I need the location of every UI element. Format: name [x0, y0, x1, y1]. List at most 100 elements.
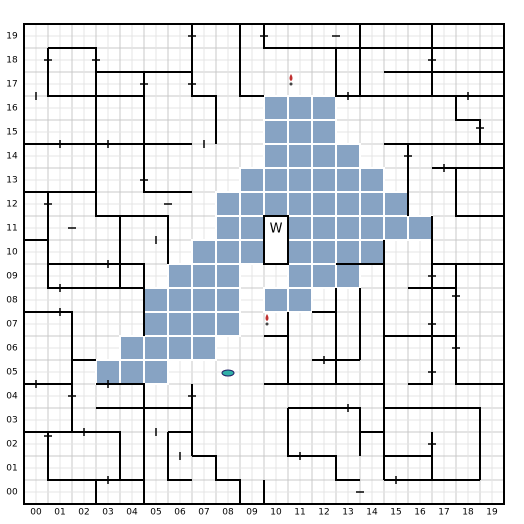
- explored-cell: [287, 287, 313, 313]
- y-label: 09: [6, 272, 18, 282]
- explored-cell: [191, 335, 217, 361]
- explored-cell: [263, 191, 289, 217]
- explored-cell: [119, 335, 145, 361]
- red-marker-base: [289, 82, 293, 86]
- explored-cell: [335, 239, 361, 265]
- doors: [35, 35, 484, 493]
- explored-cell: [407, 215, 433, 241]
- explored-cell: [335, 215, 361, 241]
- explored-cell: [335, 191, 361, 217]
- y-label: 01: [6, 464, 17, 474]
- y-label: 17: [6, 80, 17, 90]
- explored-cell: [359, 215, 385, 241]
- explored-cell: [383, 191, 409, 217]
- explored-cell: [359, 167, 385, 193]
- y-label: 02: [6, 440, 17, 450]
- explored-cell: [287, 167, 313, 193]
- explored-cell: [311, 95, 337, 121]
- x-label: 17: [438, 508, 449, 518]
- y-label: 18: [6, 56, 18, 66]
- x-label: 02: [78, 508, 89, 518]
- explored-cell: [311, 167, 337, 193]
- x-label: 00: [30, 508, 42, 518]
- explored-cell: [263, 143, 289, 169]
- y-label: 05: [6, 368, 17, 378]
- x-label: 15: [390, 508, 401, 518]
- y-label: 06: [6, 344, 18, 354]
- explored-cell: [311, 263, 337, 289]
- explored-cell: [287, 215, 313, 241]
- explored-cell: [167, 335, 193, 361]
- y-label: 11: [6, 224, 17, 234]
- x-label: 12: [318, 508, 329, 518]
- explored-cell: [143, 335, 169, 361]
- explored-cell: [359, 191, 385, 217]
- explored-cell: [239, 167, 265, 193]
- y-label: 10: [6, 248, 18, 258]
- explored-cell: [167, 263, 193, 289]
- explored-cell: [215, 263, 241, 289]
- explored-cell: [263, 287, 289, 313]
- explored-cell: [215, 239, 241, 265]
- y-label: 07: [6, 320, 17, 330]
- y-label: 19: [6, 32, 18, 42]
- y-label: 13: [6, 176, 17, 186]
- explored-cell: [311, 215, 337, 241]
- explored-cell: [287, 95, 313, 121]
- explored-cell: [215, 287, 241, 313]
- explored-cell: [143, 311, 169, 337]
- y-label: 12: [6, 200, 17, 210]
- explored-cell: [359, 239, 385, 265]
- explored-cell: [143, 359, 169, 385]
- red-marker: [265, 314, 269, 321]
- y-label: 08: [6, 296, 18, 306]
- x-label: 14: [366, 508, 378, 518]
- x-label: 07: [198, 508, 209, 518]
- explored-cell: [335, 143, 361, 169]
- unexplored-cell: [263, 215, 289, 265]
- x-label: 09: [246, 508, 258, 518]
- y-label: 00: [6, 488, 18, 498]
- explored-cell: [287, 143, 313, 169]
- x-label: 05: [150, 508, 161, 518]
- explored-cell: [263, 167, 289, 193]
- red-marker-base: [265, 322, 269, 326]
- explored-cell: [191, 239, 217, 265]
- explored-area: [95, 95, 433, 385]
- explored-cell: [335, 167, 361, 193]
- x-label: 16: [414, 508, 426, 518]
- explored-cell: [167, 311, 193, 337]
- x-label: 18: [462, 508, 474, 518]
- explored-cell: [287, 191, 313, 217]
- x-label: 19: [486, 508, 498, 518]
- explored-cell: [215, 215, 241, 241]
- explored-cell: [191, 287, 217, 313]
- explored-cell: [287, 239, 313, 265]
- map-marker-label: W: [270, 222, 283, 237]
- explored-cell: [335, 263, 361, 289]
- y-label: 15: [6, 128, 17, 138]
- x-label: 11: [294, 508, 305, 518]
- explored-cell: [191, 311, 217, 337]
- explored-cell: [263, 95, 289, 121]
- explored-cell: [263, 119, 289, 145]
- explored-cell: [311, 143, 337, 169]
- explored-cell: [311, 119, 337, 145]
- x-label: 13: [342, 508, 353, 518]
- y-label: 16: [6, 104, 18, 114]
- explored-cell: [287, 263, 313, 289]
- explored-cell: [287, 119, 313, 145]
- explored-cell: [119, 359, 145, 385]
- explored-cell: [383, 215, 409, 241]
- explored-cell: [311, 239, 337, 265]
- explored-cell: [239, 191, 265, 217]
- y-label: 14: [6, 152, 18, 162]
- y-label: 03: [6, 416, 17, 426]
- explored-cell: [143, 287, 169, 313]
- explored-cell: [215, 191, 241, 217]
- x-label: 08: [222, 508, 234, 518]
- explored-cell: [215, 311, 241, 337]
- explored-cell: [239, 239, 265, 265]
- x-label: 04: [126, 508, 138, 518]
